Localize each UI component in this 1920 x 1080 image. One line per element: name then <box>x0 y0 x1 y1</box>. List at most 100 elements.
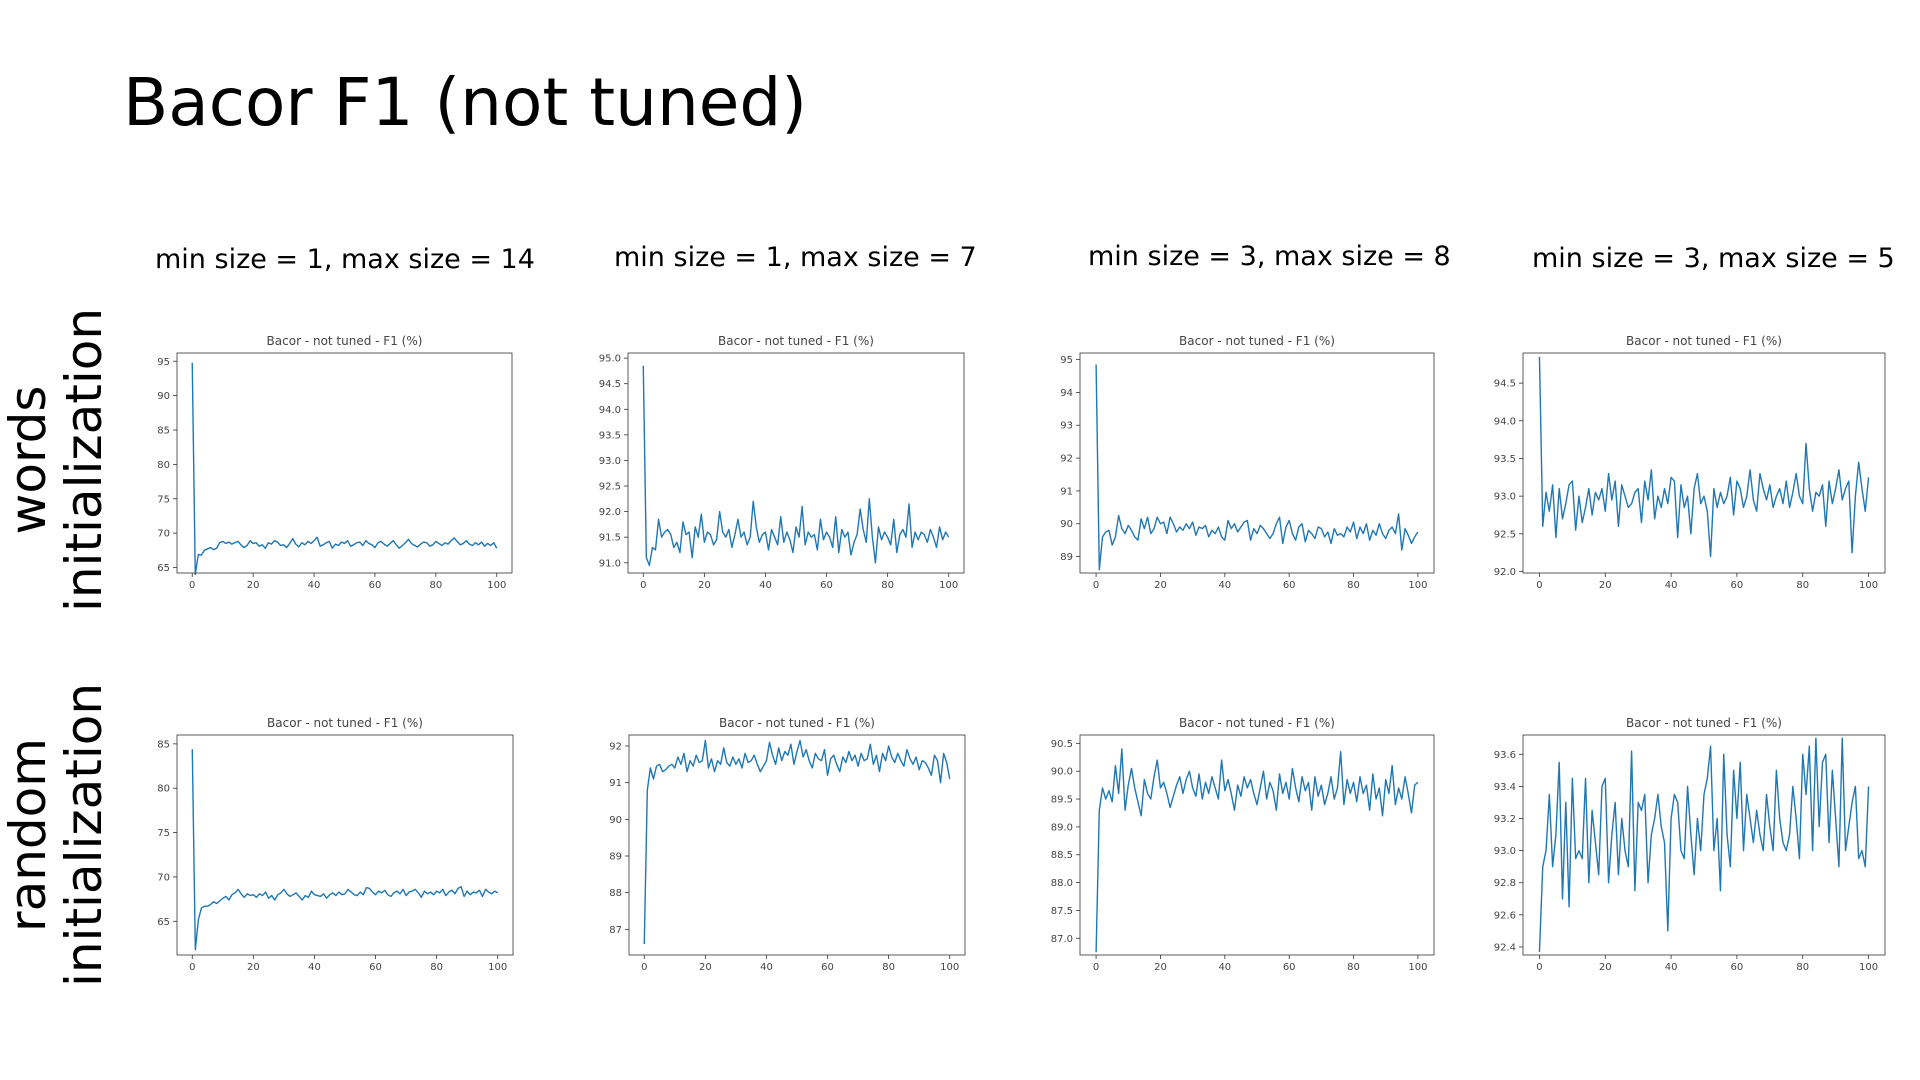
y-tick-label: 87.5 <box>1051 906 1073 917</box>
x-tick-label: 20 <box>1154 962 1167 973</box>
x-tick-label: 100 <box>1408 962 1427 973</box>
y-tick-label: 89.5 <box>1051 795 1073 806</box>
x-tick-label: 0 <box>189 580 195 591</box>
row-heading-random: random initialization <box>0 665 130 1005</box>
x-tick-label: 0 <box>1093 962 1099 973</box>
x-tick-label: 80 <box>1347 580 1360 591</box>
x-tick-label: 0 <box>189 962 195 973</box>
y-tick-label: 87.0 <box>1051 934 1073 945</box>
y-tick-label: 80 <box>157 460 170 471</box>
y-tick-label: 93.4 <box>1494 782 1516 793</box>
x-tick-label: 60 <box>1731 962 1744 973</box>
y-tick-label: 92.5 <box>1494 529 1516 540</box>
x-tick-label: 0 <box>1093 580 1099 591</box>
chart-title: Bacor - not tuned - F1 (%) <box>1626 334 1782 348</box>
x-tick-label: 80 <box>881 580 894 591</box>
y-tick-label: 94.5 <box>599 379 621 390</box>
x-tick-label: 20 <box>698 580 711 591</box>
y-tick-label: 90.5 <box>1051 739 1073 750</box>
x-tick-label: 100 <box>939 580 958 591</box>
chart-title: Bacor - not tuned - F1 (%) <box>267 716 423 730</box>
x-tick-label: 20 <box>1599 580 1612 591</box>
plot-frame <box>1079 352 1435 574</box>
y-tick-label: 91 <box>609 778 622 789</box>
chart-random-1-14: Bacor - not tuned - F1 (%) 0 20 40 60 80 100 65… <box>157 716 514 973</box>
x-tick-label: 60 <box>1283 962 1296 973</box>
series-line <box>1095 748 1419 953</box>
y-tick-label: 94 <box>1060 388 1073 399</box>
y-tick-label: 89.0 <box>1051 822 1073 833</box>
y-tick-label: 91.5 <box>599 533 621 544</box>
x-tick-label: 40 <box>1665 962 1678 973</box>
y-tick-label: 91 <box>1060 486 1073 497</box>
x-tick-label: 60 <box>369 962 382 973</box>
x-tick-label: 40 <box>308 962 321 973</box>
chart-title: Bacor - not tuned - F1 (%) <box>718 334 874 348</box>
x-tick-label: 80 <box>882 962 895 973</box>
chart-random-3-8: Bacor - not tuned - F1 (%) 0 20 40 60 80 100 87… <box>1051 716 1435 973</box>
y-tick-label: 92 <box>1060 454 1073 465</box>
y-tick-label: 92.0 <box>1494 567 1516 578</box>
y-tick-label: 93.5 <box>1494 454 1516 465</box>
y-tick-label: 65 <box>157 563 170 574</box>
plot-frame <box>1522 734 1886 956</box>
x-tick-label: 40 <box>759 580 772 591</box>
y-tick-label: 70 <box>157 529 170 540</box>
y-tick-label: 65 <box>157 917 170 928</box>
y-tick-label: 88.5 <box>1051 850 1073 861</box>
x-tick-label: 60 <box>821 962 834 973</box>
plot-frame <box>1522 352 1886 574</box>
column-heading-1: min size = 1, max size = 14 <box>155 244 535 275</box>
x-tick-label: 20 <box>1599 962 1612 973</box>
y-tick-label: 93.0 <box>1494 492 1516 503</box>
y-tick-label: 93.5 <box>599 430 621 441</box>
x-tick-label: 40 <box>1218 580 1231 591</box>
chart-title: Bacor - not tuned - F1 (%) <box>1179 716 1335 730</box>
row-heading-line2: initialization <box>55 307 113 613</box>
x-tick-label: 40 <box>1665 580 1678 591</box>
series-line <box>642 365 950 567</box>
x-tick-label: 100 <box>1859 580 1878 591</box>
chart-words-1-14: Bacor - not tuned - F1 (%) 0 20 40 60 80 100 65… <box>157 334 513 591</box>
chart-title: Bacor - not tuned - F1 (%) <box>719 716 875 730</box>
x-tick-label: 80 <box>1796 962 1809 973</box>
y-tick-label: 94.5 <box>1494 379 1516 390</box>
plot-frame <box>176 734 514 956</box>
series-line <box>1538 737 1870 952</box>
x-tick-label: 80 <box>430 962 443 973</box>
y-tick-label: 85 <box>157 426 170 437</box>
y-tick-label: 75 <box>157 494 170 505</box>
y-tick-label: 88 <box>609 888 622 899</box>
y-tick-label: 89 <box>609 852 622 863</box>
x-tick-label: 100 <box>940 962 959 973</box>
plot-frame <box>176 352 513 574</box>
x-tick-label: 100 <box>1859 962 1878 973</box>
y-tick-label: 90 <box>1060 519 1073 530</box>
row-heading-line2: initialization <box>55 682 113 988</box>
y-tick-label: 75 <box>157 828 170 839</box>
y-tick-label: 92 <box>609 742 622 753</box>
row-heading-line1: random <box>0 738 57 932</box>
chart-words-3-5: Bacor - not tuned - F1 (%) 0 20 40 60 80 100 92… <box>1494 334 1886 591</box>
column-heading-3: min size = 3, max size = 8 <box>1088 241 1451 272</box>
chart-words-1-7: Bacor - not tuned - F1 (%) 0 20 40 60 80 100 91… <box>599 334 965 591</box>
y-tick-label: 70 <box>157 872 170 883</box>
y-tick-label: 95 <box>157 357 170 368</box>
y-tick-label: 95.0 <box>599 354 621 365</box>
y-tick-label: 90 <box>157 391 170 402</box>
x-tick-label: 80 <box>429 580 442 591</box>
y-tick-label: 80 <box>157 784 170 795</box>
plot-frame <box>1079 734 1435 956</box>
chart-title: Bacor - not tuned - F1 (%) <box>267 334 423 348</box>
x-tick-label: 80 <box>1796 580 1809 591</box>
y-tick-label: 93 <box>1060 421 1073 432</box>
x-tick-label: 100 <box>1408 580 1427 591</box>
x-tick-label: 40 <box>760 962 773 973</box>
x-tick-label: 80 <box>1347 962 1360 973</box>
chart-title: Bacor - not tuned - F1 (%) <box>1626 716 1782 730</box>
chart-random-1-7: Bacor - not tuned - F1 (%) 0 20 40 60 80 100 87… <box>609 716 966 973</box>
plot-frame <box>628 734 966 956</box>
y-tick-label: 85 <box>157 739 170 750</box>
plot-frame <box>627 352 965 574</box>
series-line <box>191 749 499 951</box>
